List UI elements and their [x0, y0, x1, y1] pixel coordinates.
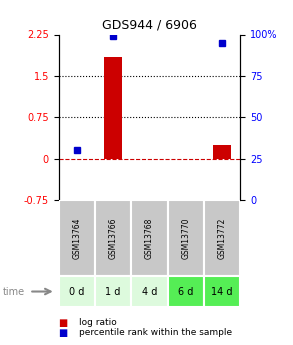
Bar — [131, 200, 168, 276]
Text: percentile rank within the sample: percentile rank within the sample — [79, 328, 232, 337]
Bar — [131, 276, 168, 307]
Text: GSM13768: GSM13768 — [145, 217, 154, 259]
Text: 14 d: 14 d — [211, 287, 233, 296]
Bar — [59, 200, 95, 276]
Text: log ratio: log ratio — [79, 318, 117, 327]
Text: 6 d: 6 d — [178, 287, 193, 296]
Bar — [95, 276, 131, 307]
Text: GSM13770: GSM13770 — [181, 217, 190, 259]
Text: time: time — [3, 287, 25, 296]
Bar — [204, 276, 240, 307]
Text: GSM13766: GSM13766 — [109, 217, 117, 259]
Text: GSM13764: GSM13764 — [72, 217, 81, 259]
Text: 1 d: 1 d — [105, 287, 121, 296]
Text: GSM13772: GSM13772 — [218, 217, 226, 259]
Text: ■: ■ — [59, 318, 68, 327]
Bar — [104, 57, 122, 159]
Text: ■: ■ — [59, 328, 68, 338]
Bar — [168, 200, 204, 276]
Title: GDS944 / 6906: GDS944 / 6906 — [102, 19, 197, 32]
Bar — [213, 145, 231, 159]
Text: 4 d: 4 d — [142, 287, 157, 296]
Bar — [59, 276, 95, 307]
Bar — [204, 200, 240, 276]
Bar — [95, 200, 131, 276]
Text: 0 d: 0 d — [69, 287, 84, 296]
Bar — [168, 276, 204, 307]
